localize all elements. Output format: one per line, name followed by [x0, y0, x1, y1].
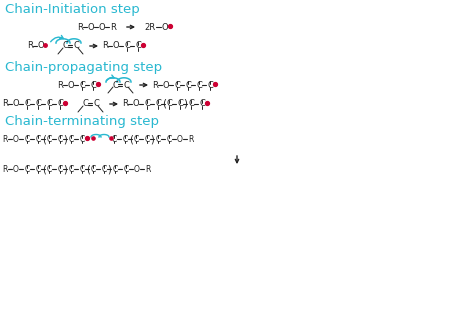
- Text: C: C: [91, 165, 96, 173]
- Text: C: C: [199, 100, 205, 108]
- Text: C: C: [207, 81, 213, 89]
- Text: ): ): [150, 134, 154, 144]
- Text: C: C: [62, 42, 68, 50]
- Text: R: R: [2, 165, 8, 173]
- Text: C: C: [90, 81, 96, 89]
- Text: C: C: [46, 165, 52, 173]
- Text: O: O: [13, 134, 19, 144]
- Text: C: C: [135, 42, 141, 50]
- Text: (: (: [86, 164, 90, 174]
- Text: O: O: [68, 81, 74, 89]
- Text: C: C: [93, 100, 99, 108]
- Text: C: C: [79, 81, 85, 89]
- Text: C: C: [166, 100, 172, 108]
- Text: C: C: [144, 100, 150, 108]
- Text: C: C: [166, 134, 172, 144]
- Text: (: (: [162, 99, 166, 109]
- Text: C: C: [196, 81, 202, 89]
- Text: C: C: [185, 81, 191, 89]
- Text: R: R: [122, 100, 128, 108]
- Text: O: O: [99, 23, 105, 31]
- Text: 2R: 2R: [144, 23, 155, 31]
- Text: O: O: [38, 42, 44, 50]
- Text: R: R: [146, 165, 151, 173]
- Text: C: C: [177, 100, 183, 108]
- Text: C: C: [174, 81, 180, 89]
- Text: O: O: [163, 81, 169, 89]
- Text: Chain-Initiation step: Chain-Initiation step: [5, 3, 140, 16]
- Text: Chain-propagating step: Chain-propagating step: [5, 61, 162, 74]
- Text: C: C: [35, 100, 41, 108]
- Text: R: R: [110, 23, 116, 31]
- Text: C: C: [57, 134, 63, 144]
- Text: ): ): [107, 164, 111, 174]
- Text: O: O: [133, 100, 139, 108]
- Text: O: O: [13, 100, 19, 108]
- Text: O: O: [162, 23, 168, 31]
- Text: C: C: [68, 134, 73, 144]
- Text: ): ): [63, 164, 67, 174]
- Text: O: O: [13, 165, 19, 173]
- Text: C: C: [124, 42, 130, 50]
- Text: O: O: [113, 42, 119, 50]
- Text: R: R: [27, 42, 33, 50]
- Text: (: (: [42, 164, 46, 174]
- Text: C: C: [122, 134, 128, 144]
- Text: C: C: [68, 165, 73, 173]
- Text: C: C: [82, 100, 88, 108]
- Text: Chain-terminating step: Chain-terminating step: [5, 114, 159, 127]
- Text: R: R: [57, 81, 63, 89]
- Text: C: C: [46, 134, 52, 144]
- Text: C: C: [123, 81, 129, 89]
- Text: C: C: [101, 165, 107, 173]
- Text: C: C: [73, 42, 79, 50]
- Text: O: O: [177, 134, 183, 144]
- Text: C: C: [79, 134, 85, 144]
- Text: C: C: [155, 134, 161, 144]
- Text: C: C: [36, 134, 41, 144]
- Text: C: C: [155, 100, 161, 108]
- Text: C: C: [112, 165, 118, 173]
- Text: C: C: [24, 100, 30, 108]
- Text: R: R: [152, 81, 158, 89]
- Text: C: C: [57, 100, 63, 108]
- Text: C: C: [57, 165, 63, 173]
- Text: C: C: [46, 100, 52, 108]
- Text: O: O: [134, 165, 140, 173]
- Text: R: R: [77, 23, 83, 31]
- Text: R: R: [2, 100, 8, 108]
- Text: R: R: [2, 134, 8, 144]
- Text: R: R: [188, 134, 194, 144]
- Text: R: R: [102, 42, 108, 50]
- Text: (: (: [42, 134, 46, 144]
- Text: C: C: [111, 134, 117, 144]
- Text: ): ): [63, 134, 67, 144]
- Text: C: C: [188, 100, 194, 108]
- Text: C: C: [133, 134, 138, 144]
- Text: C: C: [112, 81, 118, 89]
- Text: C: C: [145, 134, 150, 144]
- Text: C: C: [24, 134, 29, 144]
- Text: C: C: [36, 165, 41, 173]
- Text: C: C: [123, 165, 128, 173]
- Text: C: C: [24, 165, 29, 173]
- Text: (: (: [129, 134, 133, 144]
- Text: C: C: [79, 165, 85, 173]
- Text: O: O: [88, 23, 94, 31]
- Text: ): ): [183, 99, 187, 109]
